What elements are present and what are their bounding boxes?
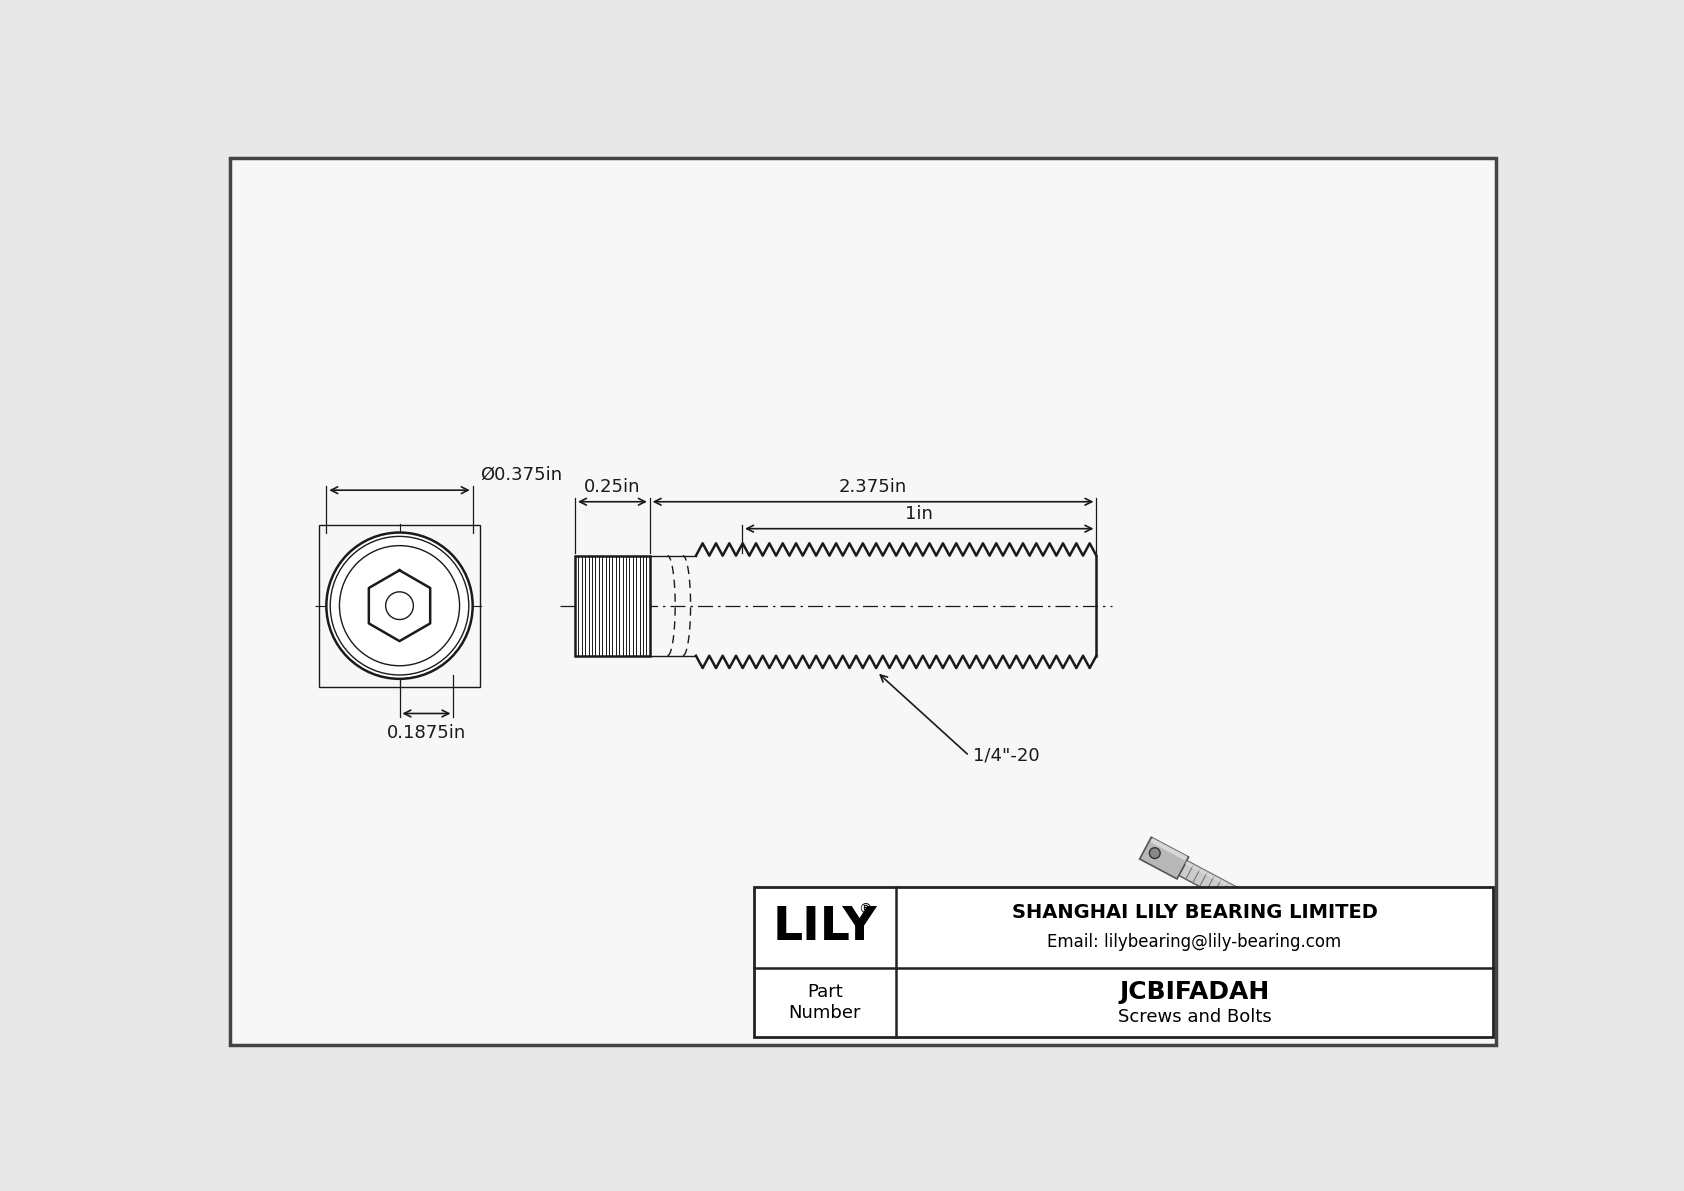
Text: 1/4"-20: 1/4"-20: [973, 747, 1039, 765]
Circle shape: [1150, 848, 1160, 859]
Text: 1in: 1in: [906, 505, 933, 523]
Text: 0.25in: 0.25in: [584, 478, 640, 495]
Bar: [574, 556, 650, 656]
Text: LILY: LILY: [773, 905, 877, 949]
Text: Email: lilybearing@lily-bearing.com: Email: lilybearing@lily-bearing.com: [1047, 933, 1342, 950]
Polygon shape: [1186, 861, 1367, 960]
Text: Screws and Bolts: Screws and Bolts: [1118, 1009, 1271, 1027]
Text: SHANGHAI LILY BEARING LIMITED: SHANGHAI LILY BEARING LIMITED: [1012, 903, 1378, 922]
Circle shape: [386, 592, 413, 619]
Polygon shape: [1179, 861, 1367, 972]
Polygon shape: [1150, 838, 1187, 861]
Text: Part
Number: Part Number: [788, 983, 861, 1022]
Text: ®: ®: [859, 903, 872, 917]
Text: JCBIFADAH: JCBIFADAH: [1120, 980, 1270, 1004]
Text: 2.375in: 2.375in: [839, 478, 908, 495]
Bar: [318, 525, 480, 686]
Circle shape: [327, 532, 473, 679]
Polygon shape: [1140, 837, 1189, 879]
Text: Ø0.375in: Ø0.375in: [480, 466, 562, 484]
Bar: [754, 887, 1494, 1037]
Text: 0.1875in: 0.1875in: [387, 724, 466, 742]
